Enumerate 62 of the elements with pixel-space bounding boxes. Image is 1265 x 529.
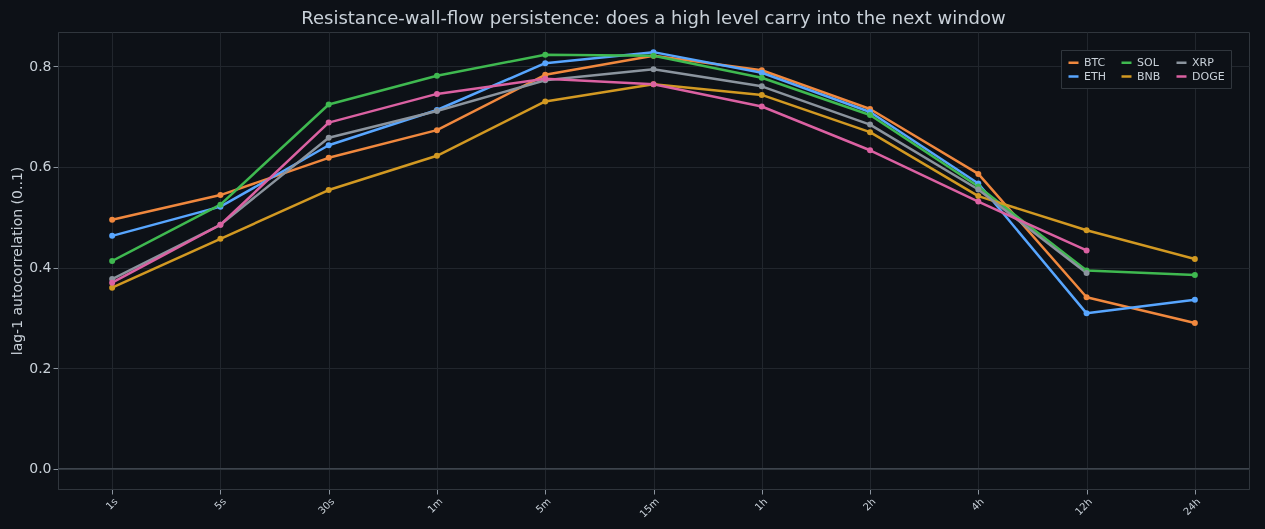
y-tick-label: 0.2 — [29, 359, 52, 376]
point — [109, 232, 116, 239]
point — [325, 142, 332, 149]
x-tick-label: 30s — [315, 495, 337, 517]
point — [1191, 256, 1198, 262]
point — [433, 90, 440, 97]
y-axis-title: lag-1 autocorrelation (0..1) — [9, 166, 26, 356]
point — [1191, 319, 1198, 326]
y-tick-label: 0.4 — [29, 259, 52, 276]
point — [109, 216, 116, 223]
point — [867, 112, 874, 119]
point — [542, 51, 549, 58]
point — [109, 284, 116, 291]
point — [1083, 294, 1090, 301]
y-tick-label: 0.0 — [29, 460, 52, 477]
point — [542, 60, 549, 67]
x-tick-label: 2h — [860, 495, 878, 513]
legend-label: SOL — [1137, 55, 1160, 69]
x-tick-label: 4h — [969, 495, 986, 513]
x-tick-label: 5m — [533, 495, 553, 515]
point — [758, 74, 765, 81]
legend-label: BTC — [1084, 55, 1106, 69]
y-tick-label: 0.8 — [29, 57, 52, 74]
point — [1083, 227, 1090, 234]
point — [433, 152, 440, 159]
point — [325, 119, 332, 126]
x-tick-label: 1s — [103, 495, 120, 512]
x-tick-label: 12h — [1072, 495, 1095, 518]
point — [1083, 247, 1090, 254]
legend-label: ETH — [1084, 69, 1106, 83]
point — [325, 101, 332, 108]
point — [325, 187, 332, 194]
point — [542, 98, 549, 105]
x-tick-label: 1h — [752, 495, 770, 513]
point — [867, 147, 874, 154]
point — [758, 83, 765, 90]
point — [217, 235, 224, 242]
point — [433, 72, 440, 79]
point — [1191, 272, 1198, 279]
point — [867, 121, 874, 128]
point — [1191, 296, 1198, 303]
point — [109, 258, 116, 264]
chart-title: Resistance-wall-flow persistence: does a high level carry into the next window — [301, 7, 1006, 28]
x-tick-label: 24h — [1181, 495, 1203, 518]
x-tick-label: 5s — [212, 495, 228, 512]
x-tick-label: 1m — [425, 495, 445, 515]
point — [758, 103, 765, 110]
legend-label: BNB — [1137, 69, 1161, 83]
point — [217, 192, 224, 199]
legend-label: XRP — [1192, 55, 1215, 69]
legend-label: DOGE — [1192, 69, 1225, 83]
point — [867, 129, 874, 136]
point — [650, 66, 657, 73]
y-tick-label: 0.6 — [29, 158, 52, 175]
point — [758, 91, 765, 98]
point — [975, 170, 982, 177]
point — [433, 127, 440, 134]
point — [975, 193, 982, 200]
point — [975, 198, 982, 205]
point — [325, 154, 332, 161]
point — [325, 134, 332, 141]
point — [1083, 310, 1090, 317]
